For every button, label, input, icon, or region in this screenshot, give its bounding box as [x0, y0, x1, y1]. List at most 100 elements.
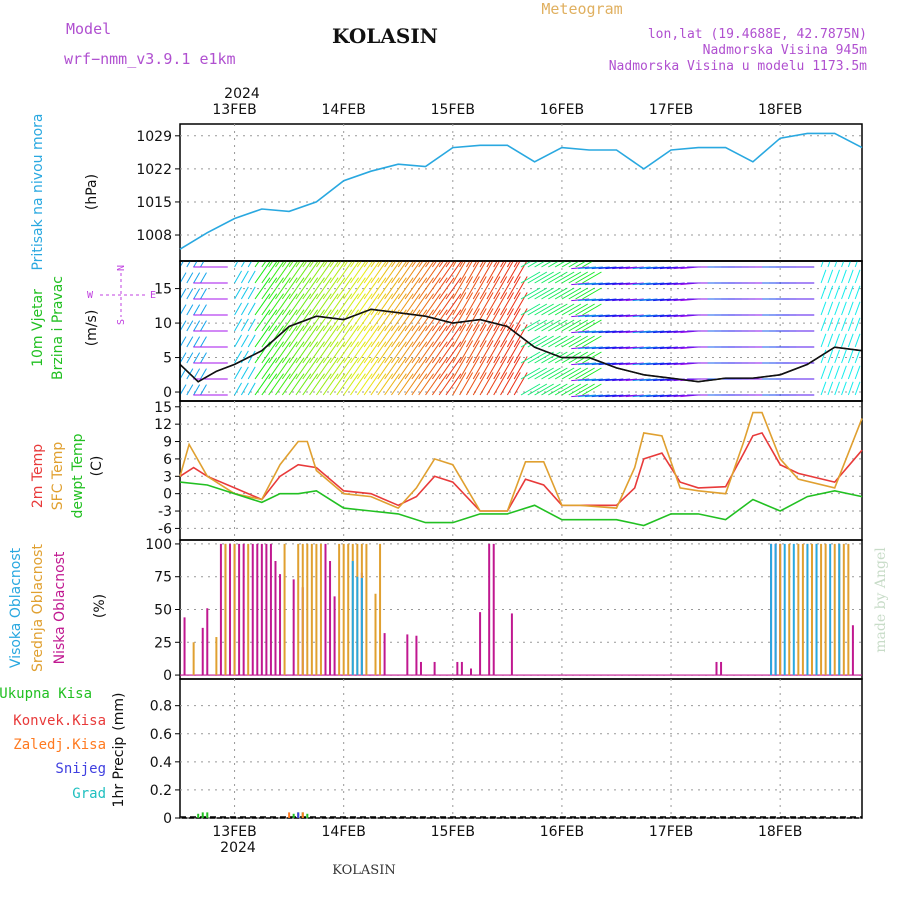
- wind-barb: [200, 320, 207, 332]
- wind-ylabel-2: Brzina i Pravac: [50, 276, 66, 380]
- temp-ylabel-2m: 2m Temp: [30, 444, 46, 508]
- wind-barb: [281, 261, 288, 268]
- pressure-ylabel: Pritisak na nivou mora: [30, 113, 46, 270]
- panel-frame: [179, 400, 863, 541]
- wind-barb: [541, 351, 561, 364]
- y-tick-label: 0.4: [150, 755, 172, 771]
- wind-barb: [568, 335, 589, 348]
- wind-barb: [343, 325, 360, 348]
- wind-barb: [425, 373, 441, 396]
- wind-barb: [598, 282, 617, 286]
- wind-barb: [472, 276, 487, 300]
- wind-panel: 0 5 10 15: [154, 260, 863, 402]
- wind-barb: [618, 378, 637, 382]
- wind-barb: [247, 286, 256, 300]
- wind-barb: [582, 271, 602, 284]
- wind-barb: [854, 381, 861, 396]
- wind-barb: [302, 373, 319, 396]
- panel-frame: [179, 123, 863, 262]
- wind-barb: [834, 261, 838, 268]
- wind-barb: [391, 261, 407, 284]
- wind-barb: [472, 261, 478, 268]
- wind-barb: [418, 277, 435, 300]
- wind-barb: [418, 373, 435, 396]
- wind-barb: [356, 261, 363, 268]
- cloud-panel: 0 25 50 75 100: [145, 537, 863, 684]
- wind-barb: [200, 288, 207, 300]
- wind-barb: [653, 314, 672, 318]
- wind-barb: [315, 261, 332, 284]
- wind-barb: [506, 340, 521, 364]
- wind-barb: [541, 287, 561, 300]
- wind-barb: [541, 367, 561, 380]
- wind-barb: [247, 261, 253, 268]
- y-tick-label: 15: [154, 282, 172, 298]
- wind-barb: [418, 261, 424, 268]
- wind-barb: [827, 261, 831, 268]
- wind-barb: [591, 298, 610, 302]
- wind-barb: [295, 261, 301, 268]
- wind-barb: [425, 309, 441, 332]
- temp-ylabel-sfc: SFC Temp: [50, 442, 66, 511]
- wind-barb: [820, 333, 827, 348]
- wind-barb: [548, 319, 568, 332]
- wind-barb: [391, 357, 407, 380]
- wind-barb: [548, 287, 568, 300]
- wind-barb: [466, 292, 480, 316]
- wind-barb: [240, 302, 249, 316]
- wind-ylabel: 10m Vjetar: [30, 289, 46, 367]
- wind-barb: [646, 282, 665, 286]
- wind-barb: [527, 271, 548, 284]
- wind-barb: [472, 261, 487, 284]
- wind-barb: [240, 318, 249, 332]
- wind-barb: [397, 261, 404, 268]
- wind-barb: [404, 261, 421, 284]
- wind-barb: [452, 292, 467, 316]
- wind-barb: [639, 282, 658, 286]
- wind-barb: [336, 261, 342, 268]
- wind-barb: [193, 288, 201, 300]
- wind-barb: [363, 341, 380, 364]
- wind-barb: [275, 373, 291, 396]
- wind-barb: [541, 271, 561, 284]
- wind-barb: [418, 325, 435, 348]
- wind-barb: [445, 341, 462, 364]
- wind-barb: [554, 287, 575, 300]
- wind-barb: [425, 341, 441, 364]
- wind-barb: [356, 309, 373, 332]
- wind-barb: [281, 325, 298, 348]
- wind-barb: [404, 277, 421, 300]
- wind-barb: [834, 349, 840, 364]
- wind-barb: [479, 372, 494, 396]
- wind-barb: [180, 272, 187, 284]
- wind-barb: [404, 261, 410, 268]
- wind-barb: [466, 276, 480, 300]
- wind-barb: [329, 373, 346, 396]
- wind-barb: [659, 282, 678, 286]
- wind-barb: [534, 335, 554, 348]
- wind-barb: [268, 373, 284, 396]
- wind-barb: [240, 270, 249, 284]
- wind-barb: [343, 261, 360, 284]
- wind-barb: [234, 270, 242, 284]
- wind-barb: [343, 341, 360, 364]
- wind-barb: [377, 277, 394, 300]
- wind-barb: [295, 261, 312, 284]
- wind-barb: [534, 303, 554, 316]
- y-tick-label: -3: [158, 504, 172, 520]
- wind-barb: [618, 362, 637, 366]
- wind-barb: [493, 340, 508, 364]
- wind-barb: [666, 282, 685, 286]
- wind-barb: [500, 261, 505, 268]
- day-label-top: 15FEB: [431, 102, 475, 118]
- year-label-bottom: 2024: [220, 840, 256, 856]
- wind-barb: [240, 261, 246, 268]
- wind-barb: [575, 367, 595, 380]
- wind-barb: [584, 394, 603, 398]
- wind-barb: [520, 351, 541, 364]
- wind-barb: [281, 261, 298, 284]
- wind-barb: [370, 293, 387, 316]
- wind-barb: [377, 261, 383, 268]
- wind-barb: [854, 349, 861, 364]
- wind-barb: [827, 333, 834, 348]
